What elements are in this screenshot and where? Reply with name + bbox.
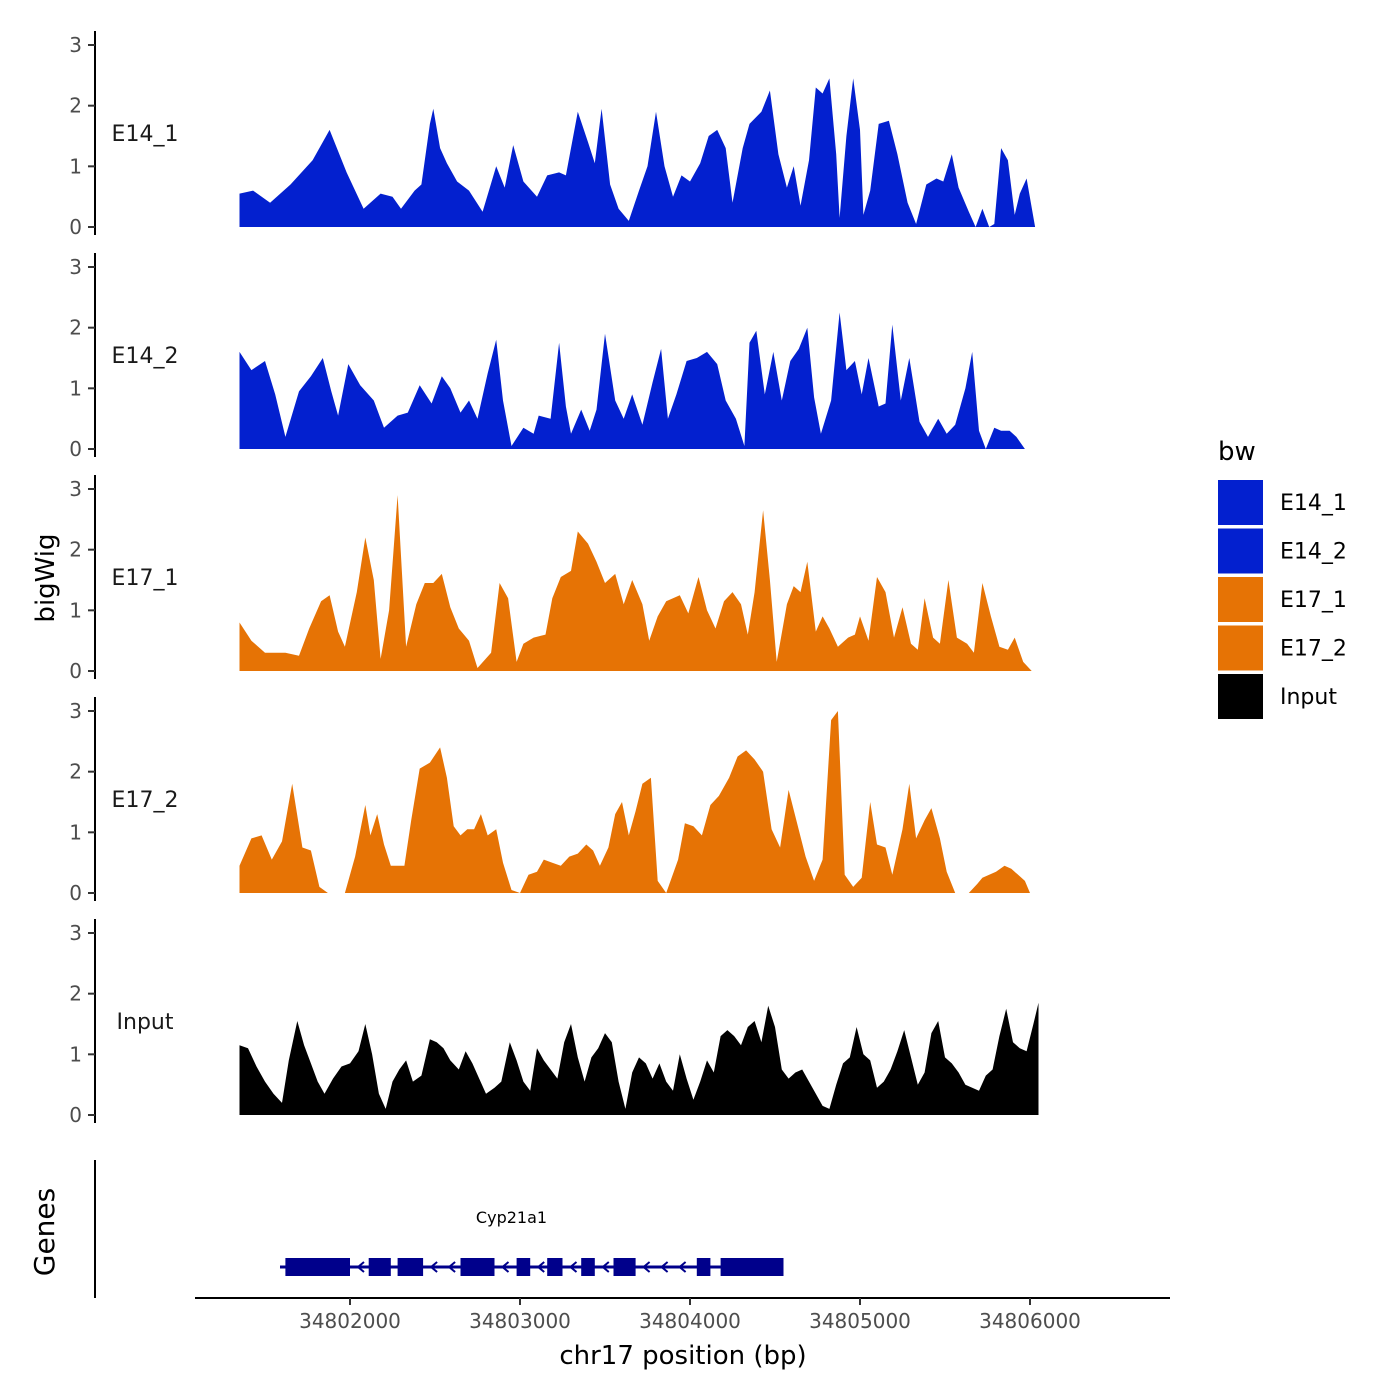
legend-label-e17-1: E17_1 xyxy=(1280,588,1347,613)
x-axis-title: chr17 position (bp) xyxy=(559,1341,806,1371)
x-ticks: 34802000 34803000 34804000 34805000 34806000 xyxy=(299,1298,1081,1333)
y-tick-label-e14-2-0: 0 xyxy=(69,437,82,461)
exon-4 xyxy=(460,1258,495,1276)
strand-arrow xyxy=(447,1261,456,1273)
y-tick-label-input-2: 2 xyxy=(69,982,82,1006)
y-tick-label-e17-1-1: 1 xyxy=(69,598,82,622)
strand-arrow xyxy=(356,1261,365,1273)
x-tick-label-34805000: 34805000 xyxy=(809,1309,911,1333)
x-tick-label-34804000: 34804000 xyxy=(639,1309,741,1333)
facet-label-e17-2: E17_2 xyxy=(112,788,179,813)
exon-9 xyxy=(696,1258,711,1276)
exon-3 xyxy=(397,1258,424,1276)
y-tick-label-e14-2-2: 2 xyxy=(69,316,82,340)
facet-label-e17-1: E17_1 xyxy=(112,566,179,591)
facet-label-e14-1: E14_1 xyxy=(112,122,179,147)
legend: bw E14_1 E14_2 E17_1 E17_2 Input xyxy=(1218,437,1347,719)
legend-label-e14-1: E14_1 xyxy=(1280,491,1347,516)
y-tick-label-input-0: 0 xyxy=(69,1103,82,1127)
strand-arrow xyxy=(536,1261,545,1273)
y-tick-label-input-1: 1 xyxy=(69,1042,82,1066)
x-axis: 34802000 34803000 34804000 34805000 34806000… xyxy=(195,1297,1170,1371)
x-tick-label-34802000: 34802000 xyxy=(299,1309,401,1333)
y-tick-label-e17-2-3: 3 xyxy=(69,699,82,723)
y-tick-label-e17-1-0: 0 xyxy=(69,659,82,683)
legend-key-e14-1 xyxy=(1218,480,1263,525)
y-tick-label-e17-2-2: 2 xyxy=(69,760,82,784)
y-tick-label-e17-2-0: 0 xyxy=(69,881,82,905)
strand-arrow xyxy=(660,1261,669,1273)
facet-label-e14-2: E14_2 xyxy=(112,344,179,369)
x-tick-label-34803000: 34803000 xyxy=(469,1309,571,1333)
legend-label-e14-2: E14_2 xyxy=(1280,540,1347,565)
coverage-area-e14-1 xyxy=(239,78,1036,228)
track-panel-e14-1: 0 1 2 3 E14_1 xyxy=(69,31,1036,239)
track-panel-input: 0 1 2 3 Input xyxy=(69,919,1039,1127)
legend-title: bw xyxy=(1218,437,1256,467)
exon-5 xyxy=(516,1258,531,1276)
exon-8 xyxy=(613,1258,636,1276)
track-panel-e17-1: 0 1 2 3 E17_1 xyxy=(69,475,1032,683)
y-tick-label-e17-2-1: 1 xyxy=(69,820,82,844)
y-axis-title: bigWig xyxy=(31,533,61,622)
exon-7 xyxy=(581,1258,595,1276)
strand-arrow xyxy=(601,1261,610,1273)
track-panels: 0 1 2 3 E14_1 0 1 2 3 E14_2 0 1 2 3 E17_1 0 1 2 3 E17_2 0 1 2 3… xyxy=(69,31,1039,1127)
y-tick-label-input-3: 3 xyxy=(69,921,82,945)
exon-2 xyxy=(368,1258,391,1276)
gene-glyphs xyxy=(280,1258,784,1276)
coverage-area-input xyxy=(239,1002,1039,1115)
y-tick-label-e14-2-1: 1 xyxy=(69,376,82,400)
strand-arrow xyxy=(500,1261,510,1273)
coverage-area-e17-1 xyxy=(239,495,1032,671)
y-tick-label-e17-1-3: 3 xyxy=(69,477,82,501)
strand-arrow xyxy=(429,1261,438,1273)
strand-arrow xyxy=(678,1261,687,1273)
strand-arrow xyxy=(568,1261,578,1273)
y-tick-label-e14-2-3: 3 xyxy=(69,255,82,279)
exon-10 xyxy=(720,1258,784,1276)
x-tick-label-34806000: 34806000 xyxy=(979,1309,1081,1333)
strand-arrow xyxy=(642,1261,651,1273)
y-tick-label-e14-1-3: 3 xyxy=(69,33,82,57)
coverage-area-e17-2 xyxy=(239,711,1030,893)
legend-key-input xyxy=(1218,674,1263,719)
coverage-area-e14-2 xyxy=(239,312,1025,449)
legend-key-e14-2 xyxy=(1218,528,1263,574)
facet-label-input: Input xyxy=(117,1010,174,1035)
legend-label-e17-2: E17_2 xyxy=(1280,637,1347,662)
track-panel-e17-2: 0 1 2 3 E17_2 xyxy=(69,697,1030,905)
exon-1 xyxy=(285,1258,350,1276)
gene-track: Cyp21a1 xyxy=(94,1160,784,1298)
genes-axis-title: Genes xyxy=(28,1188,61,1276)
legend-key-e17-1 xyxy=(1218,577,1263,622)
track-panel-e14-2: 0 1 2 3 E14_2 xyxy=(69,253,1025,461)
y-tick-label-e14-1-2: 2 xyxy=(69,94,82,118)
legend-key-e17-2 xyxy=(1218,625,1263,671)
legend-items: E14_1 E14_2 E17_1 E17_2 Input xyxy=(1218,480,1347,719)
y-tick-label-e14-1-1: 1 xyxy=(69,154,82,178)
exon-6 xyxy=(547,1258,563,1276)
y-tick-label-e17-1-2: 2 xyxy=(69,538,82,562)
y-tick-label-e14-1-0: 0 xyxy=(69,215,82,239)
gene-name-label: Cyp21a1 xyxy=(476,1208,547,1227)
legend-label-input: Input xyxy=(1280,685,1337,710)
